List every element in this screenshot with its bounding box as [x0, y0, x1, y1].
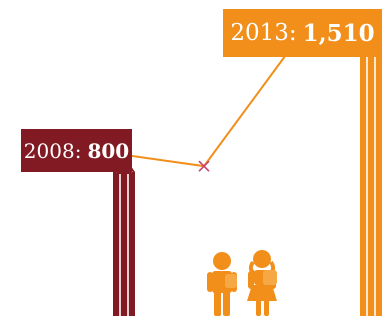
data-label-2008: 2008: 800: [21, 129, 132, 172]
pencil-icon-2008: [113, 156, 135, 316]
girl-student-icon: [247, 250, 277, 316]
data-label-2013-year: 2013:: [230, 20, 297, 46]
data-label-2008-value: 800: [87, 138, 130, 163]
pencil-icon-2013: [360, 12, 382, 316]
data-label-2013: 2013: 1,510: [223, 9, 382, 57]
data-label-2013-value: 1,510: [302, 19, 375, 47]
boy-student-icon: [207, 252, 237, 316]
data-label-2008-year: 2008:: [23, 138, 82, 163]
data-point-marker: [198, 160, 210, 172]
